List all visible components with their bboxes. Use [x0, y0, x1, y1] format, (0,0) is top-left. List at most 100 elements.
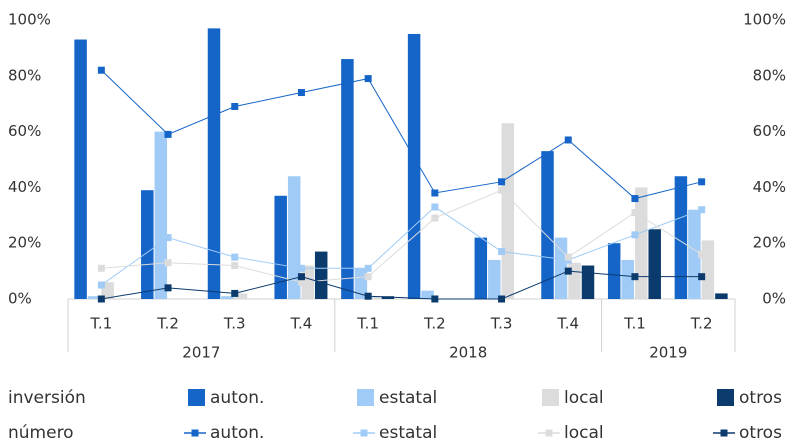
line-marker	[564, 136, 572, 144]
legend-label: auton.	[210, 423, 264, 443]
y-tick-label: 60%	[8, 122, 41, 140]
y2-tick-label: 0%	[762, 290, 786, 308]
line-marker	[164, 259, 172, 267]
y-tick-label: 40%	[8, 178, 41, 196]
bar	[407, 33, 421, 299]
line-marker	[498, 248, 506, 256]
line-marker	[431, 189, 439, 197]
legend-swatch	[542, 389, 559, 406]
y2-tick-label: 20%	[753, 234, 786, 252]
bar	[74, 39, 87, 299]
bar	[488, 259, 501, 299]
legend-marker	[545, 429, 553, 437]
x-tick-label: T.1	[623, 315, 646, 333]
line-marker	[164, 284, 172, 292]
legend-swatch	[357, 389, 374, 406]
bar	[474, 237, 488, 299]
line-marker	[498, 295, 506, 303]
legend-marker	[360, 429, 368, 437]
x-tick-label: T.2	[690, 315, 713, 333]
group-label: 2017	[182, 344, 220, 362]
legend-label: local	[564, 423, 604, 443]
line-marker	[164, 234, 172, 242]
legend-swatch	[717, 389, 734, 406]
line-marker	[431, 214, 439, 222]
line-marker	[231, 262, 239, 270]
y-tick-label: 80%	[8, 66, 41, 84]
x-tick-label: T.1	[356, 315, 379, 333]
x-tick-label: T.2	[156, 315, 179, 333]
x-tick-label: T.3	[490, 315, 513, 333]
legend-swatch	[188, 389, 205, 406]
legend-label: otros	[739, 388, 782, 408]
line-marker	[631, 209, 639, 217]
line-marker	[431, 203, 439, 211]
line-marker	[297, 89, 305, 97]
line-marker	[631, 195, 639, 203]
line-marker	[164, 130, 172, 138]
legend-label: estatal	[379, 423, 437, 443]
bar	[648, 229, 661, 299]
bar	[715, 293, 728, 299]
legend-label: otros	[739, 423, 782, 443]
line-marker	[698, 178, 706, 186]
bar	[141, 190, 154, 299]
legend-marker	[191, 429, 199, 437]
line-marker	[231, 253, 239, 261]
line-marker	[564, 253, 572, 261]
line-marker	[431, 295, 439, 303]
line-marker	[564, 267, 572, 275]
x-tick-label: T.3	[223, 315, 246, 333]
line	[101, 189, 702, 283]
line-marker	[231, 289, 239, 297]
bar	[634, 187, 648, 299]
line-marker	[364, 273, 372, 281]
line-marker	[297, 264, 305, 272]
line	[101, 69, 702, 200]
line-marker	[364, 264, 372, 272]
y-tick-label: 100%	[8, 11, 51, 29]
y2-tick-label: 60%	[753, 122, 786, 140]
y-tick-label: 0%	[8, 290, 32, 308]
bar	[541, 151, 554, 299]
line-marker	[698, 250, 706, 258]
line-marker	[498, 178, 506, 186]
x-tick-label: T.4	[290, 315, 313, 333]
line-marker	[297, 273, 305, 281]
bar	[381, 296, 395, 299]
line-marker	[231, 102, 239, 110]
bar	[501, 123, 515, 299]
bar	[581, 265, 595, 299]
line-marker	[631, 231, 639, 239]
bar	[607, 243, 621, 299]
line-marker	[698, 206, 706, 214]
bar	[701, 240, 715, 299]
bar	[368, 296, 381, 299]
y2-tick-label: 80%	[753, 66, 786, 84]
bar	[621, 259, 634, 299]
group-label: 2019	[649, 344, 687, 362]
line-marker	[364, 292, 372, 300]
legend-label: local	[564, 388, 604, 408]
line-marker	[97, 264, 105, 272]
legend-title: número	[8, 423, 74, 443]
legend-label: auton.	[210, 388, 264, 408]
line-marker	[631, 273, 639, 281]
line-marker	[97, 281, 105, 289]
bar	[234, 293, 248, 299]
x-tick-label: T.4	[556, 315, 579, 333]
legend-label: estatal	[379, 388, 437, 408]
bar	[674, 176, 688, 299]
line-marker	[698, 273, 706, 281]
y2-tick-label: 40%	[753, 178, 786, 196]
bar	[274, 195, 287, 299]
line-marker	[364, 75, 372, 83]
y2-tick-label: 100%	[743, 11, 786, 29]
bar	[287, 176, 301, 299]
legend-marker	[720, 429, 728, 437]
x-tick-label: T.1	[89, 315, 112, 333]
bar	[207, 28, 221, 300]
bar	[314, 251, 328, 299]
line-marker	[97, 66, 105, 74]
